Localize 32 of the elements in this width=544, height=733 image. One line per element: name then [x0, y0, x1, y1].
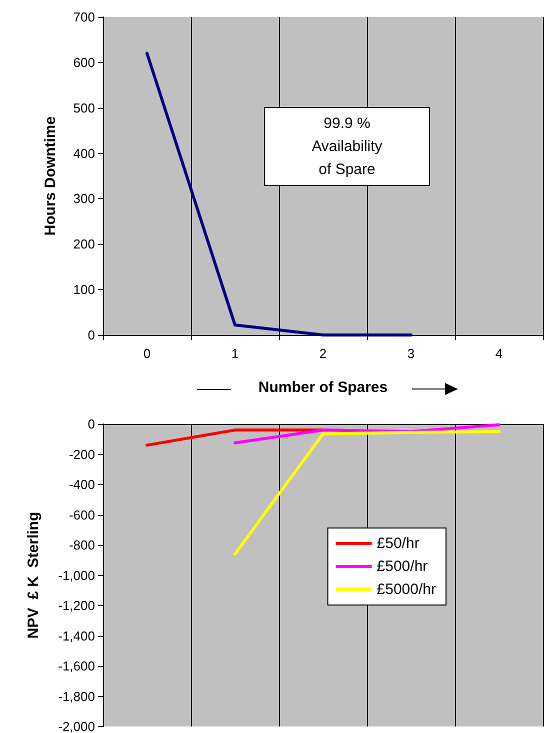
x-tick-label: 2 — [319, 346, 327, 361]
legend-label: £50/hr — [376, 535, 420, 552]
legend-label: £500/hr — [376, 558, 428, 575]
x-tick-label: 1 — [231, 346, 239, 361]
y-tick-label: -1,800 — [58, 688, 95, 704]
legend-label: £5000/hr — [376, 581, 436, 598]
y-tick-label: 600 — [73, 54, 95, 70]
y-tick-label: 0 — [88, 328, 95, 342]
y-axis-title: NPV £ K Sterling — [25, 512, 42, 639]
y-tick-label: -1,600 — [58, 658, 95, 674]
y-tick-label: 400 — [73, 146, 95, 161]
y-axis-title: Hours Downtime — [42, 116, 59, 236]
y-tick-label: 300 — [73, 191, 95, 206]
y-tick-label: -200 — [68, 446, 95, 462]
y-tick-label: -2,000 — [58, 719, 95, 733]
y-tick-label: 0 — [88, 416, 95, 432]
y-tick-label: -1,400 — [58, 628, 95, 644]
y-tick-label: 500 — [73, 100, 95, 116]
y-tick-label: 200 — [73, 236, 95, 252]
y-tick-label: -1,200 — [58, 598, 95, 613]
line-series — [234, 430, 500, 556]
y-tick-label: -1,000 — [58, 568, 95, 583]
x-tick-label: 3 — [407, 346, 415, 361]
y-tick-label: -800 — [68, 538, 95, 552]
x-tick-label: 4 — [495, 346, 503, 361]
y-tick-label: -400 — [68, 477, 95, 492]
y-tick-label: 100 — [73, 282, 95, 298]
note-box: 99.9 % Availability of Spare — [264, 107, 430, 186]
y-tick-label: -600 — [68, 507, 95, 522]
x-tick-label: 0 — [143, 346, 151, 361]
y-tick-label: 700 — [73, 10, 95, 24]
x-axis-title: Number of Spares — [258, 379, 388, 396]
